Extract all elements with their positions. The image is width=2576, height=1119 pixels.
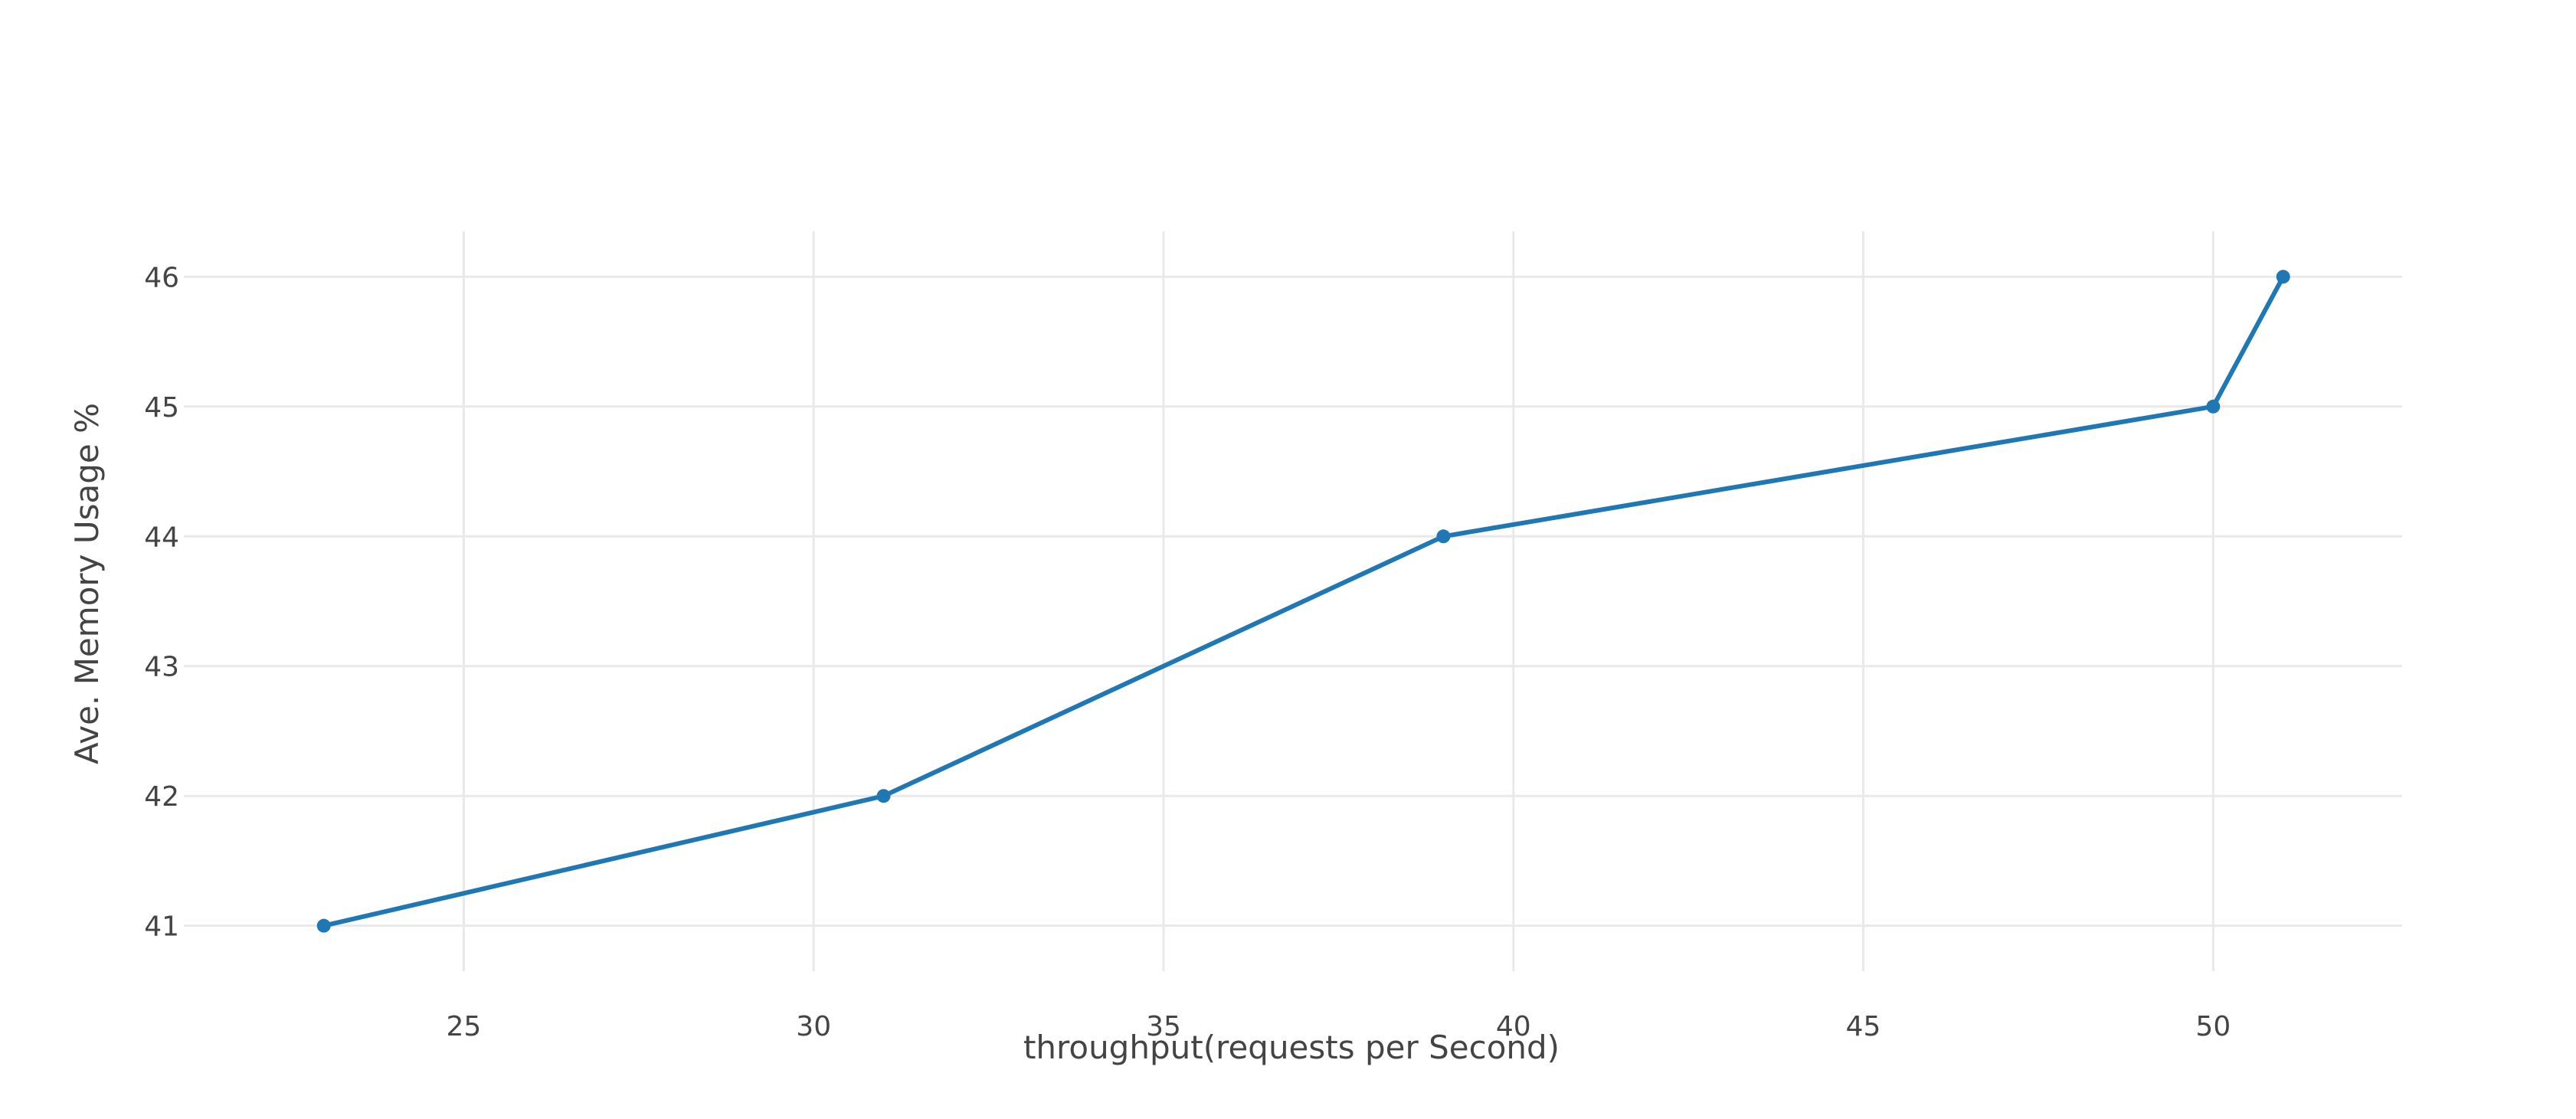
series-line [321, 274, 2286, 928]
data-point[interactable] [1436, 529, 1451, 544]
series-layer [316, 270, 2290, 933]
x-tick-label: 40 [1496, 1011, 1531, 1042]
x-tick-label: 30 [796, 1011, 831, 1042]
y-tick-label: 41 [144, 911, 179, 943]
vertical-grid [462, 231, 2214, 971]
data-point[interactable] [2276, 270, 2290, 284]
y-tick-label: 44 [144, 522, 179, 553]
y-tick-label: 43 [144, 652, 179, 683]
x-tick-label: 45 [1846, 1011, 1881, 1042]
x-tick-label: 35 [1146, 1011, 1181, 1042]
data-point[interactable] [876, 789, 891, 803]
y-tick-label: 46 [144, 262, 179, 293]
data-point[interactable] [316, 918, 331, 933]
x-axis-ticks: 25 30 35 40 45 50 [447, 1011, 2231, 1042]
x-axis-title: throughput(requests per Second) [1023, 1029, 1560, 1066]
y-axis-title: Ave. Memory Usage % [68, 403, 106, 764]
horizontal-grid [184, 275, 2402, 928]
y-tick-label: 45 [144, 392, 179, 424]
x-tick-label: 50 [2195, 1011, 2231, 1042]
data-point[interactable] [2206, 399, 2221, 414]
y-tick-label: 42 [144, 781, 179, 813]
y-axis-ticks: 41 42 43 44 45 46 [144, 262, 179, 942]
x-tick-label: 25 [447, 1011, 482, 1042]
